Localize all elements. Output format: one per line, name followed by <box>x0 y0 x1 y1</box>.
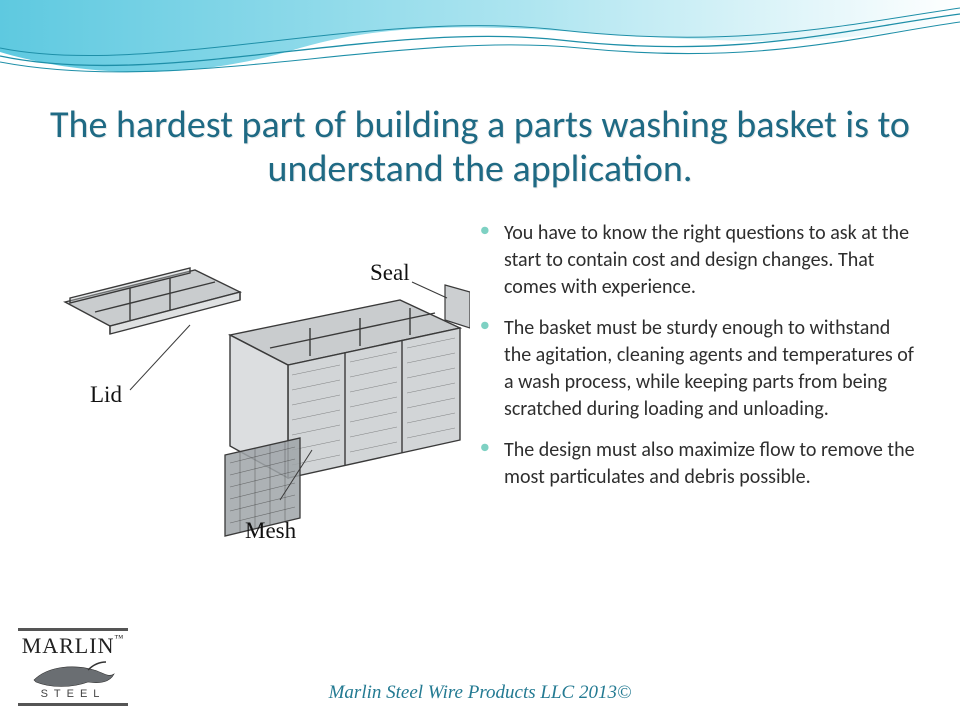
bullet-text: The design must also maximize flow to re… <box>504 438 915 489</box>
bullet-list: You have to know the right questions to … <box>480 220 920 540</box>
diagram-label-lid: Lid <box>90 382 122 407</box>
bullet-item: The basket must be sturdy enough to with… <box>480 315 920 423</box>
bullet-item: The design must also maximize flow to re… <box>480 437 920 491</box>
basket-diagram: Lid <box>40 240 470 540</box>
logo-tm: ™ <box>114 633 124 643</box>
bullet-text: The basket must be sturdy enough to with… <box>504 316 914 421</box>
diagram-label-seal: Seal <box>370 260 410 285</box>
logo-top-text: MARLIN <box>22 633 115 658</box>
header-wave <box>0 0 960 110</box>
diagram-label-mesh: Mesh <box>245 518 297 540</box>
bullet-text: You have to know the right questions to … <box>504 221 909 299</box>
bullet-item: You have to know the right questions to … <box>480 220 920 301</box>
diagram-column: Lid <box>40 220 480 540</box>
content-area: Lid <box>40 220 920 540</box>
slide-title: The hardest part of building a parts was… <box>40 104 920 191</box>
footer-copyright: Marlin Steel Wire Products LLC 2013© <box>0 682 960 704</box>
